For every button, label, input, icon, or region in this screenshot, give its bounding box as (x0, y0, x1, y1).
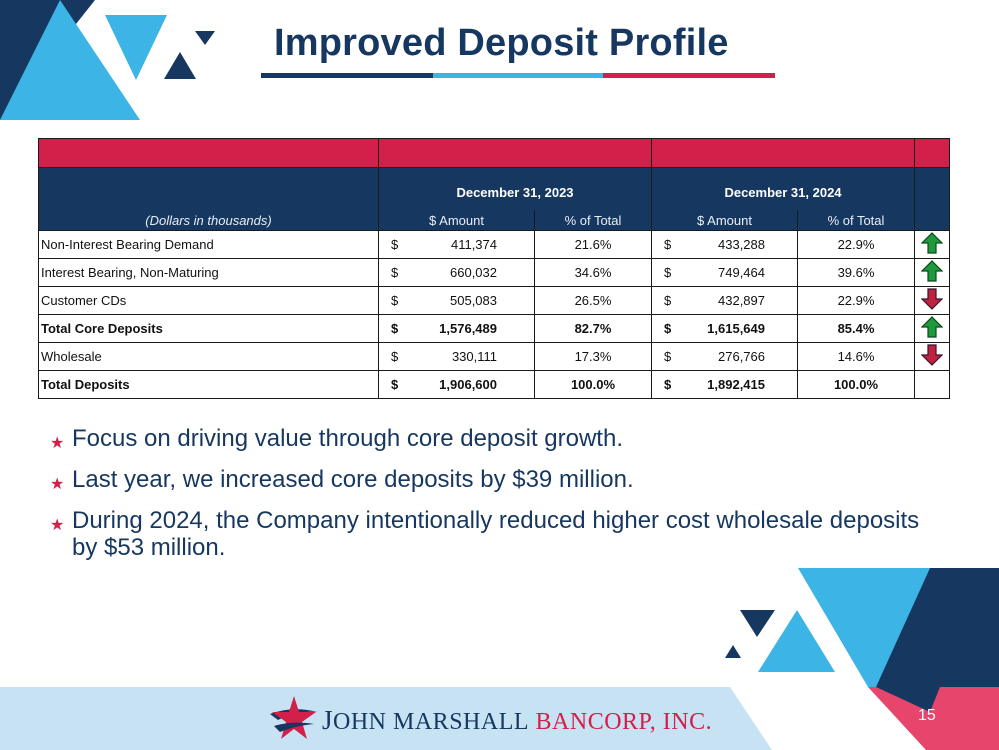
table-row: Total Deposits $1,906,600 100.0% $1,892,… (38, 370, 950, 399)
amount-2023: 660,032 (450, 265, 497, 280)
amount-2024-cell: $432,897 (651, 286, 798, 315)
pct-2023: 26.5% (534, 286, 652, 315)
col-header-amount-2024: $ Amount (651, 210, 798, 231)
amount-2024: 432,897 (718, 293, 765, 308)
amount-2023-cell: $505,083 (378, 286, 535, 315)
table-column-header-row: (Dollars in thousands) $ Amount % of Tot… (38, 210, 950, 231)
pct-2023: 34.6% (534, 258, 652, 287)
row-label: Total Core Deposits (38, 314, 379, 343)
navy-shape-bottom-right (876, 568, 999, 687)
red-down-arrow-icon (920, 288, 944, 310)
bullet-list: ★ Focus on driving value through core dep… (50, 425, 950, 575)
blue-small-triangle (105, 15, 167, 80)
star-swoosh-logo-icon (270, 696, 318, 739)
period-header-2024: December 31, 2024 (651, 167, 915, 210)
amount-2023-cell: $1,906,600 (378, 370, 535, 399)
pct-2023: 21.6% (534, 230, 652, 259)
pct-2024: 22.9% (797, 286, 915, 315)
table-row: Non-Interest Bearing Demand $411,374 21.… (38, 230, 950, 259)
table-body: Non-Interest Bearing Demand $411,374 21.… (38, 230, 950, 399)
bullet-item: ★ During 2024, the Company intentionally … (50, 507, 920, 561)
row-label: Non-Interest Bearing Demand (38, 230, 379, 259)
amount-2024-cell: $1,615,649 (651, 314, 798, 343)
amount-2024-cell: $1,892,415 (651, 370, 798, 399)
pct-2024: 39.6% (797, 258, 915, 287)
pct-2023: 17.3% (534, 342, 652, 371)
logo-name-part1: OHN MARSHALL (333, 709, 530, 735)
pct-2024: 14.6% (797, 342, 915, 371)
pct-2024: 100.0% (797, 370, 915, 399)
slide-title: Improved Deposit Profile (274, 22, 729, 64)
green-up-arrow-icon (920, 232, 944, 254)
amount-2023: 1,576,489 (439, 321, 497, 336)
navy-small-triangle-br (740, 610, 775, 637)
green-up-arrow-icon (920, 316, 944, 338)
row-label: Customer CDs (38, 286, 379, 315)
navy-tiny-triangle (195, 31, 215, 45)
title-underline-blue (433, 73, 603, 78)
pct-2023: 100.0% (534, 370, 652, 399)
blue-triangle-top-left (0, 0, 140, 120)
table-row: Interest Bearing, Non-Maturing $660,032 … (38, 258, 950, 287)
amount-2024-cell: $749,464 (651, 258, 798, 287)
trend-cell (914, 370, 950, 399)
company-logo-text: JOHN MARSHALL BANCORP, INC. (322, 705, 713, 735)
blue-small-triangle-br (758, 610, 835, 672)
table-row: Customer CDs $505,083 26.5% $432,897 22.… (38, 286, 950, 315)
amount-2023: 330,111 (451, 349, 497, 364)
amount-2023-cell: $330,111 (378, 342, 535, 371)
amount-2023-cell: $411,374 (378, 230, 535, 259)
amount-2023: 1,906,600 (439, 377, 497, 392)
amount-2024: 276,766 (718, 349, 765, 364)
trend-cell (914, 230, 950, 259)
pct-2023: 82.7% (534, 314, 652, 343)
col-header-amount-2023: $ Amount (378, 210, 535, 231)
title-underline-red (603, 73, 775, 78)
col-header-pct-2023: % of Total (534, 210, 652, 231)
navy-small-triangle (164, 52, 196, 79)
pink-shape-footer (868, 687, 999, 750)
trend-cell (914, 342, 950, 371)
table-row: Total Core Deposits $1,576,489 82.7% $1,… (38, 314, 950, 343)
trend-cell (914, 258, 950, 287)
deposit-table: December 31, 2023 December 31, 2024 (Dol… (38, 138, 950, 399)
amount-2024: 433,288 (718, 237, 765, 252)
green-up-arrow-icon (920, 260, 944, 282)
red-down-arrow-icon (920, 344, 944, 366)
bullet-item: ★ Focus on driving value through core dep… (50, 425, 950, 452)
navy-tiny-triangle-br (725, 645, 741, 658)
period-header-2023: December 31, 2023 (378, 167, 652, 210)
amount-2024-cell: $276,766 (651, 342, 798, 371)
trend-cell (914, 314, 950, 343)
amount-2024: 1,615,649 (707, 321, 765, 336)
bullet-item: ★ Last year, we increased core deposits b… (50, 466, 950, 493)
amount-2024: 1,892,415 (707, 377, 765, 392)
row-label: Interest Bearing, Non-Maturing (38, 258, 379, 287)
amount-2023: 411,374 (450, 237, 497, 252)
table-row: Wholesale $330,111 17.3% $276,766 14.6% (38, 342, 950, 371)
pct-2024: 85.4% (797, 314, 915, 343)
table-period-header-row: December 31, 2023 December 31, 2024 (38, 167, 950, 210)
pct-2024: 22.9% (797, 230, 915, 259)
star-bullet-icon: ★ (50, 517, 65, 534)
amount-2024-cell: $433,288 (651, 230, 798, 259)
star-bullet-icon: ★ (50, 476, 65, 493)
amount-2023-cell: $660,032 (378, 258, 535, 287)
row-label: Total Deposits (38, 370, 379, 399)
col-header-pct-2024: % of Total (797, 210, 915, 231)
logo-name-part2: BANCORP, INC. (535, 709, 713, 735)
row-label: Wholesale (38, 342, 379, 371)
amount-2024: 749,464 (718, 265, 765, 280)
amount-2023-cell: $1,576,489 (378, 314, 535, 343)
title-underline-navy (261, 73, 433, 78)
units-label: (Dollars in thousands) (38, 210, 379, 231)
amount-2023: 505,083 (450, 293, 497, 308)
page-number: 15 (918, 707, 936, 724)
trend-cell (914, 286, 950, 315)
star-bullet-icon: ★ (50, 435, 65, 452)
table-accent-row (38, 138, 950, 168)
